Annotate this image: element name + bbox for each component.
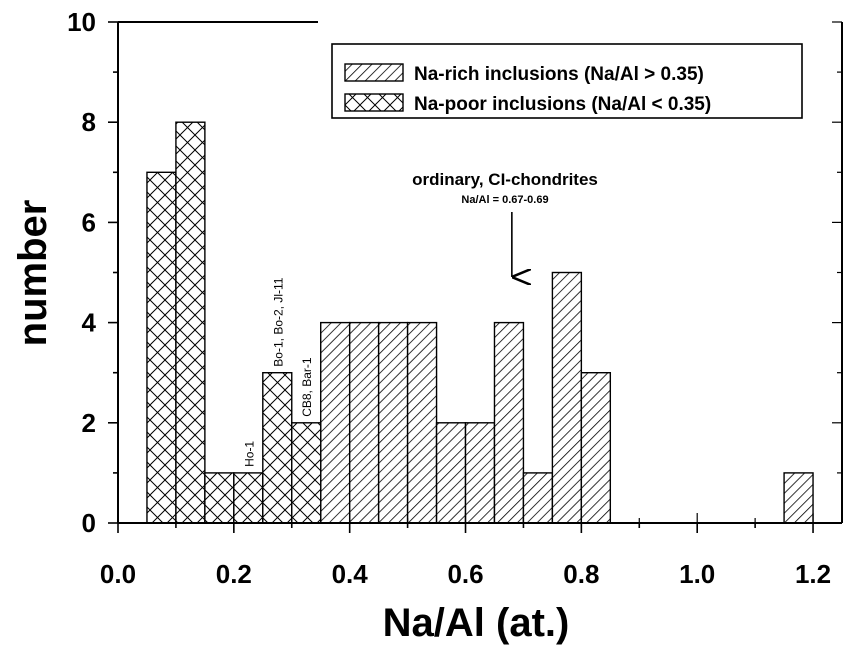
- bar-series-0-bin-8: [551, 271, 583, 524]
- legend-label-na-rich: Na-rich inclusions (Na/Al > 0.35): [414, 64, 704, 85]
- x-tick-label: 0.4: [332, 559, 369, 589]
- bar-label: Bo-1, Bo-2, Jl-11: [271, 277, 285, 366]
- bar-series-0-bin-2: [377, 321, 409, 524]
- legend: Na-rich inclusions (Na/Al > 0.35) Na-poo…: [331, 43, 803, 119]
- legend-label-na-poor: Na-poor inclusions (Na/Al < 0.35): [414, 94, 711, 115]
- bar-series-1-bin-5: [291, 422, 322, 524]
- annotation: ordinary, CI-chondrites Na/Al = 0.67-0.6…: [412, 170, 598, 277]
- annotation-subtitle: Na/Al = 0.67-0.69: [461, 194, 548, 206]
- legend-swatch-na-poor: [344, 93, 404, 112]
- annotation-title: ordinary, CI-chondrites: [412, 170, 598, 189]
- x-tick-label: 1.0: [679, 559, 715, 589]
- legend-swatch-na-rich: [344, 63, 404, 82]
- legend-box: [331, 43, 803, 119]
- bar-series-1-bin-0: [146, 171, 177, 524]
- y-tick-label: 6: [82, 207, 96, 237]
- bar-label: CB8, Bar-1: [300, 357, 314, 417]
- bar-series-0-bin-5: [464, 422, 496, 524]
- bar-series-0-bin-6: [493, 321, 525, 524]
- bar-series-0-bin-10: [783, 472, 814, 524]
- y-tick-label: 10: [67, 7, 96, 37]
- x-tick-label: 0.0: [100, 559, 136, 589]
- bar-series-1-bin-1: [175, 121, 206, 524]
- x-axis-title: Na/Al (at.): [383, 601, 570, 645]
- y-tick-label: 8: [82, 107, 96, 137]
- y-tick-label: 0: [82, 508, 96, 538]
- bar-series-1-bin-4: [262, 372, 293, 524]
- bar-series-0-bin-4: [435, 422, 467, 524]
- bar-label: Ho-1: [242, 441, 256, 467]
- bar-series-1-bin-2: [204, 472, 235, 524]
- y-axis-title: number: [11, 200, 55, 347]
- bar-series-0-bin-7: [522, 472, 554, 524]
- y-tick-label: 4: [82, 308, 97, 338]
- bar-series-0-bin-9: [580, 372, 612, 524]
- x-tick-label: 0.8: [563, 559, 599, 589]
- bar-series-1-bin-3: [233, 472, 264, 524]
- bars-layer: [146, 121, 814, 524]
- x-tick-label: 0.6: [447, 559, 483, 589]
- x-tick-label: 1.2: [795, 559, 831, 589]
- bar-series-0-bin-1: [348, 321, 380, 524]
- axes-layer: 0.0 0.2 0.4 0.6 0.8 1.0 1.2 0 2 4 6 8 10: [67, 7, 843, 589]
- bar-labels-layer: Ho-1 Bo-1, Bo-2, Jl-11 CB8, Bar-1: [242, 277, 314, 467]
- bar-series-0-bin-0: [320, 321, 351, 524]
- x-tick-label: 0.2: [216, 559, 252, 589]
- bar-series-0-bin-3: [406, 321, 438, 524]
- y-tick-label: 2: [82, 408, 96, 438]
